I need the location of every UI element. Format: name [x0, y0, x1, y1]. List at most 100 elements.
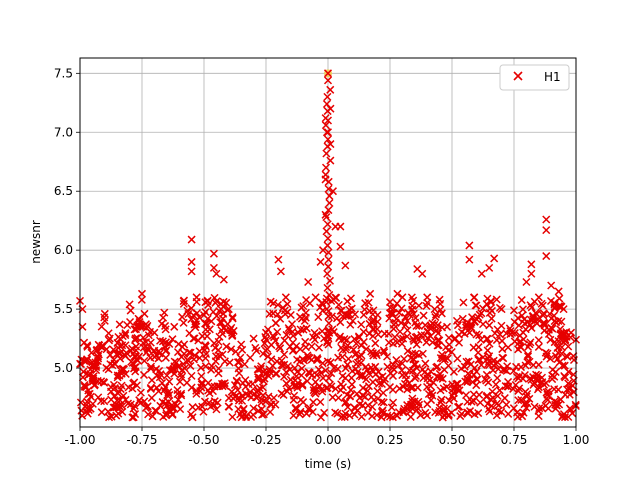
h1-trigger-marker	[469, 396, 478, 405]
h1-trigger-marker	[195, 313, 204, 322]
h1-trigger-marker	[560, 361, 569, 370]
legend-box	[499, 64, 570, 91]
h1-trigger-marker	[229, 394, 238, 403]
y-tick-label: 6.5	[54, 184, 73, 198]
h1-trigger-marker	[485, 308, 494, 317]
h1-trigger-marker	[130, 325, 139, 334]
h1-trigger-marker	[296, 395, 305, 404]
h1-trigger-marker	[76, 398, 85, 407]
h1-trigger-marker	[375, 379, 384, 388]
h1-trigger-marker	[313, 355, 322, 364]
h1-trigger-marker	[419, 311, 428, 320]
h1-trigger-marker	[463, 375, 472, 384]
h1-trigger-marker	[137, 295, 146, 304]
h1-trigger-marker	[486, 395, 495, 404]
h1-trigger-marker	[299, 356, 308, 365]
legend: H1	[499, 64, 570, 91]
h1-trigger-marker	[227, 345, 236, 354]
h1-trigger-marker	[527, 269, 536, 278]
h1-trigger-marker	[254, 365, 263, 374]
h1-trigger-marker	[327, 369, 336, 378]
h1-trigger-marker	[426, 324, 435, 333]
h1-trigger-marker	[264, 371, 273, 380]
h1-trigger-marker	[497, 305, 506, 314]
h1-trigger-marker	[548, 371, 557, 380]
h1-trigger-marker	[498, 345, 507, 354]
h1-trigger-marker	[372, 349, 381, 358]
h1-trigger-marker	[534, 342, 543, 351]
h1-trigger-marker	[203, 297, 212, 306]
h1-trigger-marker	[544, 404, 553, 413]
h1-trigger-marker	[325, 290, 334, 299]
h1-trigger-marker	[394, 361, 403, 370]
h1-trigger-marker	[160, 308, 169, 317]
h1-trigger-marker	[324, 184, 333, 193]
h1-trigger-marker	[438, 374, 447, 383]
h1-trigger-marker	[532, 370, 541, 379]
h1-trigger-marker	[469, 343, 478, 352]
h1-trigger-marker	[414, 351, 423, 360]
h1-trigger-marker	[542, 226, 551, 235]
h1-trigger-marker	[267, 400, 276, 409]
h1-trigger-marker	[532, 310, 541, 319]
h1-trigger-marker	[257, 395, 266, 404]
h1-trigger-marker	[90, 380, 99, 389]
y-axis-label: newsnr	[29, 220, 43, 264]
h1-trigger-marker	[542, 215, 551, 224]
h1-trigger-marker	[88, 358, 97, 367]
y-axis-ticks: 5.0 5.5 6.0 6.5 7.0 7.5	[54, 66, 80, 375]
h1-trigger-marker	[519, 408, 528, 417]
h1-trigger-marker	[334, 353, 343, 362]
h1-trigger-marker	[323, 92, 332, 101]
h1-trigger-marker	[393, 289, 402, 298]
h1-trigger-marker	[177, 370, 186, 379]
h1-trigger-marker	[284, 384, 293, 393]
h1-trigger-marker	[519, 328, 528, 337]
h1-trigger-marker	[465, 241, 474, 250]
h1-trigger-marker	[484, 378, 493, 387]
h1-trigger-marker	[137, 289, 147, 298]
h1-trigger-marker	[99, 378, 108, 387]
x-tick-label: -0.50	[188, 433, 219, 447]
h1-trigger-marker	[128, 413, 137, 422]
h1-trigger-marker	[324, 319, 333, 328]
h1-trigger-marker	[328, 187, 337, 196]
h1-trigger-marker	[558, 411, 567, 420]
h1-trigger-marker	[277, 389, 286, 398]
h1-trigger-marker	[352, 339, 361, 348]
h1-trigger-marker	[546, 335, 555, 344]
h1-trigger-marker	[428, 391, 437, 400]
x-tick-label: -0.25	[250, 433, 281, 447]
h1-trigger-marker	[350, 335, 359, 344]
h1-trigger-marker	[274, 255, 283, 264]
h1-trigger-marker	[408, 366, 417, 375]
h1-trigger-marker	[187, 257, 196, 266]
h1-trigger-marker	[217, 318, 226, 327]
h1-trigger-marker	[517, 311, 526, 320]
h1-trigger-marker	[126, 306, 135, 315]
h1-trigger-marker	[321, 170, 330, 179]
h1-trigger-marker	[219, 275, 228, 284]
h1-trigger-marker	[523, 358, 532, 367]
h1-trigger-marker	[142, 348, 151, 357]
h1-trigger-marker	[500, 394, 509, 403]
h1-trigger-marker	[338, 372, 347, 381]
h1-trigger-marker	[318, 327, 327, 336]
h1-trigger-marker	[331, 408, 340, 417]
h1-trigger-marker	[524, 342, 533, 351]
h1-trigger-marker	[426, 367, 435, 376]
h1-trigger-marker	[341, 261, 350, 270]
h1-trigger-marker	[163, 391, 172, 400]
h1-trigger-marker	[492, 399, 501, 408]
h1-trigger-marker	[343, 403, 352, 412]
h1-trigger-marker	[565, 404, 574, 413]
h1-trigger-marker	[388, 363, 397, 373]
h1-trigger-marker	[144, 410, 153, 419]
h1-trigger-marker	[398, 293, 407, 302]
h1-trigger-marker	[547, 281, 556, 290]
h1-trigger-marker	[169, 403, 178, 412]
h1-trigger-marker	[487, 314, 496, 323]
h1-trigger-marker	[542, 252, 551, 261]
h1-trigger-marker	[542, 388, 551, 397]
h1-trigger-marker	[459, 298, 468, 307]
